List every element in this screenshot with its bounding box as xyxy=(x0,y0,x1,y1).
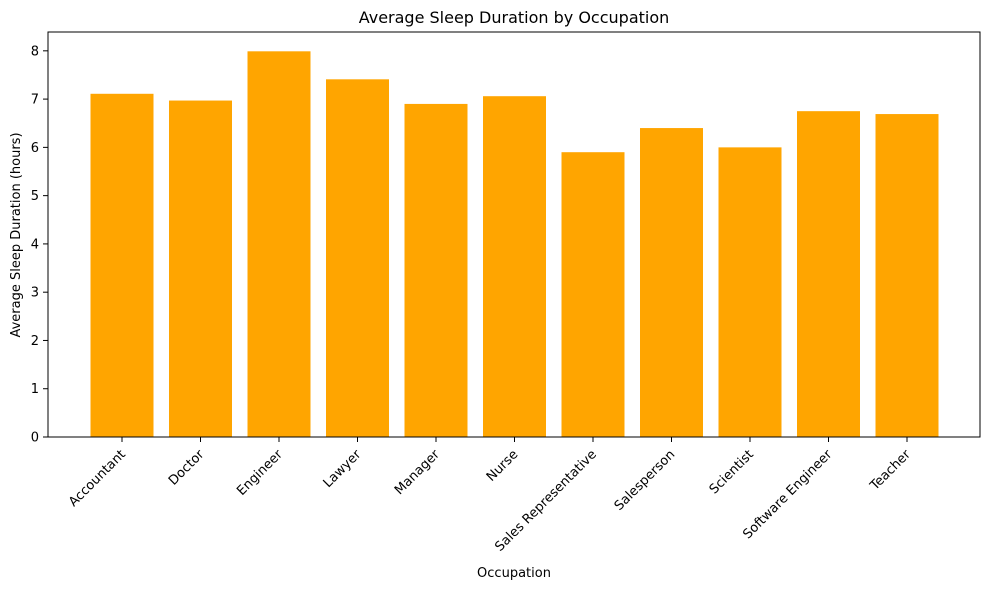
x-tick-label: Software Engineer xyxy=(740,447,835,542)
y-tick-label: 7 xyxy=(31,93,39,108)
bars-layer xyxy=(90,51,939,438)
bar-lawyer xyxy=(326,79,389,437)
bar-manager xyxy=(404,103,468,438)
y-tick-label: 2 xyxy=(31,334,39,349)
y-tick-label: 5 xyxy=(31,189,39,204)
bar-accountant xyxy=(90,93,154,437)
x-tick-label: Lawyer xyxy=(321,447,365,491)
x-tick-label: Nurse xyxy=(484,447,522,485)
y-tick-label: 1 xyxy=(31,382,39,397)
x-axis: Accountant Doctor Engineer Lawyer Manager Nur… xyxy=(66,437,914,555)
x-tick-label: Teacher xyxy=(867,447,914,494)
x-tick-label: Salesperson xyxy=(612,447,679,514)
y-tick-label: 4 xyxy=(31,237,39,252)
chart-title: Average Sleep Duration by Occupation xyxy=(359,8,670,27)
bar-teacher xyxy=(875,114,939,437)
y-tick-label: 3 xyxy=(31,286,39,301)
y-axis-label: Average Sleep Duration (hours) xyxy=(9,132,24,337)
plot-frame xyxy=(47,31,981,438)
x-axis-label: Occupation xyxy=(477,566,551,581)
bar-scientist xyxy=(718,147,782,437)
bar-engineer xyxy=(247,51,311,438)
x-tick-label: Manager xyxy=(392,447,443,498)
x-tick-label: Engineer xyxy=(234,447,286,499)
x-tick-label: Accountant xyxy=(66,447,129,510)
x-tick-label: Scientist xyxy=(707,447,757,497)
y-tick-label: 8 xyxy=(31,44,39,59)
y-tick-label: 0 xyxy=(31,431,39,446)
bar-doctor xyxy=(169,100,232,438)
y-axis: 0 1 2 3 4 5 6 7 8 xyxy=(31,44,48,446)
y-tick-label: 6 xyxy=(31,141,39,156)
x-tick-label: Doctor xyxy=(166,447,208,489)
bar-software-engineer xyxy=(797,111,860,438)
bar-sales-representative xyxy=(561,152,625,437)
bar-salesperson xyxy=(640,128,703,437)
bar-nurse xyxy=(483,96,546,437)
